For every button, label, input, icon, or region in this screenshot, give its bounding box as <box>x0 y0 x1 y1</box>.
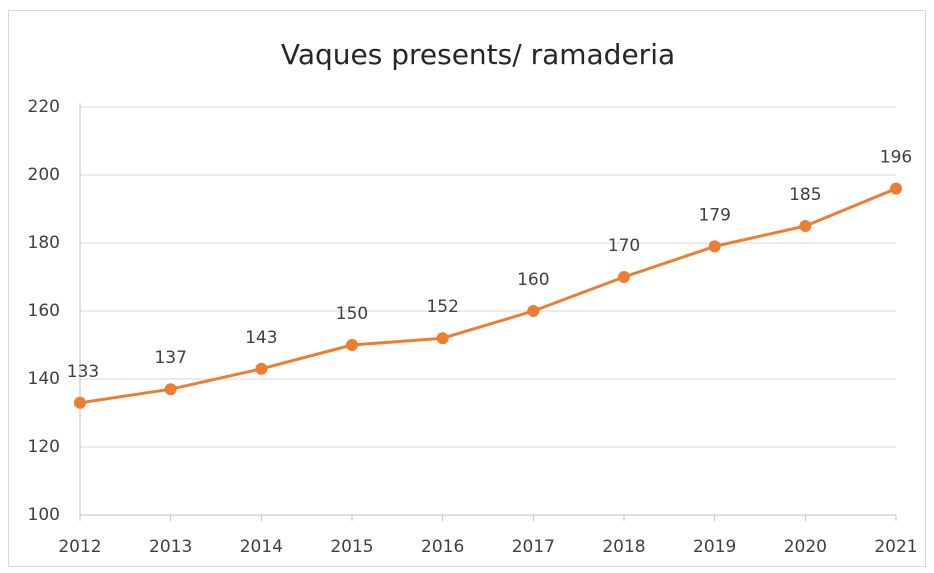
data-label: 179 <box>698 205 730 225</box>
data-point <box>164 383 177 396</box>
data-point <box>255 362 268 375</box>
x-tick-label: 2019 <box>693 537 736 557</box>
data-point <box>346 339 358 351</box>
data-point <box>708 240 721 253</box>
x-tick-label: 2018 <box>602 537 645 557</box>
y-tick-label: 180 <box>28 233 60 253</box>
x-tick-label: 2013 <box>149 537 192 557</box>
x-tick-label: 2014 <box>240 537 283 557</box>
data-label: 150 <box>336 304 368 324</box>
data-label: 170 <box>608 236 640 256</box>
y-tick-label: 100 <box>28 505 60 525</box>
data-point <box>436 332 449 345</box>
y-tick-label: 140 <box>28 369 60 389</box>
x-tick-label: 2016 <box>421 537 464 557</box>
x-tick-label: 2020 <box>784 537 827 557</box>
data-point <box>890 182 902 195</box>
data-point <box>527 305 540 317</box>
y-tick-label: 200 <box>28 165 60 185</box>
data-label: 133 <box>67 362 99 382</box>
data-label: 143 <box>245 328 277 348</box>
x-tick-label: 2015 <box>330 537 373 557</box>
data-label: 160 <box>517 270 549 290</box>
data-line <box>79 187 897 405</box>
x-tick-label: 2017 <box>512 537 555 557</box>
data-point <box>618 271 630 283</box>
chart-title: Vaques presents/ ramaderia <box>281 38 675 71</box>
data-label: 152 <box>426 297 458 317</box>
data-point <box>74 396 86 409</box>
data-label: 137 <box>154 348 186 368</box>
x-tick-label: 2021 <box>874 537 917 557</box>
data-label: 185 <box>789 185 821 205</box>
data-label: 196 <box>880 148 912 168</box>
y-tick-label: 220 <box>28 97 60 117</box>
y-tick-label: 160 <box>28 301 60 321</box>
y-tick-label: 120 <box>28 437 60 457</box>
chart-frame <box>8 10 926 567</box>
x-tick-label: 2012 <box>58 537 101 557</box>
data-point <box>799 220 812 232</box>
